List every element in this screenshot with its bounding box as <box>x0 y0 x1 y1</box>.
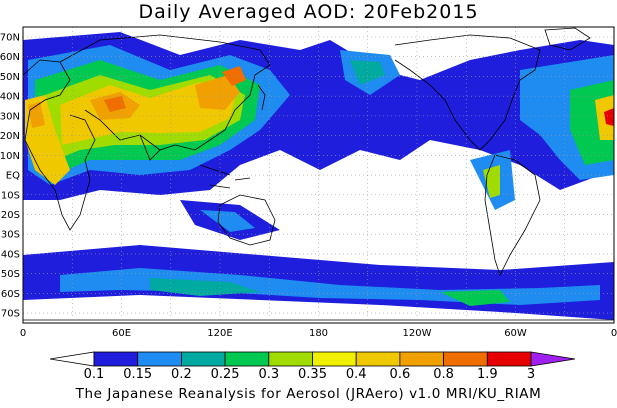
longitude-label: 60E <box>112 328 131 339</box>
latitude-labels: 70N 60N 50N 40N 30N 20N 10N EQ 10S 20S 30S 40S 50S 60… <box>0 33 20 320</box>
latitude-label: 60N <box>0 52 20 63</box>
colorbar-level-label: 0.15 <box>123 367 153 382</box>
map-title: Daily Averaged AOD: 20Feb2015 <box>138 1 479 23</box>
latitude-label: EQ <box>6 171 20 182</box>
colorbar-level-label: 0.25 <box>210 367 240 382</box>
colorbar-box <box>486 351 532 367</box>
latitude-label: 40N <box>0 92 20 103</box>
latitude-label: 50N <box>0 72 20 83</box>
longitude-label: 0 <box>20 328 26 339</box>
latitude-label: 70S <box>1 309 20 320</box>
longitude-label: 180 <box>309 328 328 339</box>
colorbar-box <box>137 351 182 367</box>
longitude-label: 0 <box>611 328 617 339</box>
longitude-label: 120E <box>207 328 232 339</box>
colorbar-level-label: 1.9 <box>476 367 498 382</box>
colorbar-box <box>443 351 488 367</box>
latitude-label: 30N <box>0 111 20 122</box>
colorbar-level-label: 0.3 <box>258 367 280 382</box>
credit-line: The Japanese Reanalysis for Aerosol (JRA… <box>75 386 542 402</box>
colorbar-level-label: 0.8 <box>433 367 454 382</box>
latitude-label: 50S <box>1 269 20 280</box>
colorbar <box>49 351 576 367</box>
colorbar-box <box>224 351 270 367</box>
colorbar-box <box>180 351 226 367</box>
colorbar-level-label: 0.2 <box>171 367 192 382</box>
colorbar-box <box>399 351 444 367</box>
colorbar-min-triangle <box>49 351 95 367</box>
colorbar-level-label: 3 <box>526 367 536 382</box>
longitude-label: 120W <box>403 328 432 339</box>
colorbar-level-label: 0.35 <box>298 367 327 382</box>
colorbar-level-label: 0.4 <box>345 367 367 382</box>
aod-map: 70N 60N 50N 40N 30N 20N 10N EQ 10S 20S 30S 40S 50S 60… <box>0 26 617 339</box>
latitude-label: 40S <box>1 249 20 260</box>
longitude-label: 60W <box>504 328 527 339</box>
graticule <box>23 27 614 323</box>
longitude-labels: 0 60E 120E 180 120W 60W 0 <box>20 328 617 339</box>
colorbar-max-triangle <box>530 351 576 367</box>
latitude-label: 20N <box>0 131 20 142</box>
latitude-label: 20S <box>1 210 20 221</box>
colorbar-box <box>312 351 357 367</box>
latitude-label: 60S <box>1 289 20 300</box>
latitude-label: 10S <box>1 190 20 201</box>
latitude-label: 70N <box>0 33 20 44</box>
colorbar-box <box>268 351 313 367</box>
latitude-label: 30S <box>1 230 20 241</box>
colorbar-box <box>93 351 139 367</box>
colorbar-level-label: 0.1 <box>83 367 105 382</box>
colorbar-box <box>355 351 401 367</box>
colorbar-level-label: 0.6 <box>389 367 411 382</box>
latitude-label: 10N <box>0 151 20 162</box>
